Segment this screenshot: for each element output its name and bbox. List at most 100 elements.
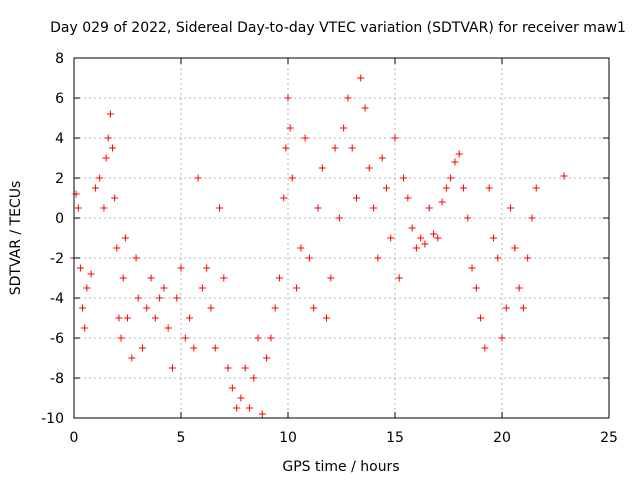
- y-tick-label: -4: [50, 291, 64, 307]
- data-point: [455, 150, 463, 158]
- data-point: [282, 144, 290, 152]
- data-point: [344, 94, 352, 102]
- x-tick-label: 0: [70, 430, 79, 446]
- data-point: [301, 134, 309, 142]
- data-point: [147, 274, 155, 282]
- data-point: [374, 254, 382, 262]
- data-point: [119, 274, 127, 282]
- data-point: [267, 334, 275, 342]
- data-point: [207, 304, 215, 312]
- data-point: [318, 164, 326, 172]
- data-point: [76, 264, 84, 272]
- y-tick-label: 2: [55, 171, 64, 187]
- data-point: [340, 124, 348, 132]
- data-point: [511, 244, 519, 252]
- data-point: [310, 304, 318, 312]
- data-point: [447, 174, 455, 182]
- y-tick-label: 6: [55, 91, 64, 107]
- data-point: [124, 314, 131, 322]
- data-point: [160, 284, 168, 292]
- data-point: [102, 154, 110, 162]
- data-point: [198, 284, 206, 292]
- x-tick-label: 10: [279, 430, 297, 446]
- data-point: [134, 294, 142, 302]
- x-axis-ticks: 0 5 10 15 20 25: [70, 58, 618, 446]
- data-point: [297, 244, 305, 252]
- data-point: [177, 264, 185, 272]
- data-point: [258, 410, 266, 418]
- data-point: [502, 304, 510, 312]
- data-point: [138, 344, 146, 352]
- data-point: [361, 104, 369, 112]
- data-point: [87, 270, 95, 278]
- data-point: [331, 144, 339, 152]
- y-tick-label: -2: [50, 251, 64, 267]
- data-point: [168, 364, 176, 372]
- data-point: [323, 314, 331, 322]
- y-tick-label: 8: [55, 51, 64, 67]
- data-point: [387, 234, 395, 242]
- data-point: [528, 214, 536, 222]
- data-point: [121, 234, 129, 242]
- data-point: [74, 204, 82, 212]
- y-tick-label: -8: [50, 371, 64, 387]
- data-point: [412, 244, 420, 252]
- data-point: [305, 254, 313, 262]
- data-point: [96, 174, 104, 182]
- x-tick-label: 15: [386, 430, 404, 446]
- data-point: [391, 134, 399, 142]
- data-point: [348, 144, 356, 152]
- data-point: [220, 274, 228, 282]
- data-point: [464, 214, 472, 222]
- data-point: [421, 240, 429, 248]
- data-point: [286, 124, 294, 132]
- data-point: [357, 74, 365, 82]
- data-point: [382, 184, 390, 192]
- data-point: [211, 344, 219, 352]
- data-point: [79, 304, 87, 312]
- data-point: [468, 264, 476, 272]
- data-point: [451, 158, 459, 166]
- data-point: [438, 198, 446, 206]
- data-point: [194, 174, 202, 182]
- data-point: [109, 144, 117, 152]
- data-point: [288, 174, 296, 182]
- data-point: [132, 254, 140, 262]
- data-point: [275, 274, 283, 282]
- y-tick-label: 0: [55, 211, 64, 227]
- data-point: [164, 324, 172, 332]
- data-point: [327, 274, 335, 282]
- data-point: [404, 194, 412, 202]
- data-point: [494, 254, 502, 262]
- data-point: [100, 204, 108, 212]
- data-point: [515, 284, 523, 292]
- data-point: [156, 294, 164, 302]
- data-point: [224, 364, 232, 372]
- data-point: [519, 304, 527, 312]
- data-point: [186, 314, 194, 322]
- data-point: [113, 244, 121, 252]
- data-point: [507, 204, 515, 212]
- data-point: [237, 394, 245, 402]
- data-point: [481, 344, 489, 352]
- data-point: [477, 314, 485, 322]
- data-point: [151, 314, 159, 322]
- data-point: [233, 404, 241, 412]
- y-tick-label: 4: [55, 131, 64, 147]
- data-point: [524, 254, 532, 262]
- data-point: [181, 334, 189, 342]
- data-point: [271, 304, 279, 312]
- data-point: [104, 134, 112, 142]
- data-point: [370, 204, 378, 212]
- data-point: [173, 294, 181, 302]
- data-point: [83, 284, 91, 292]
- data-point: [532, 184, 540, 192]
- data-point: [117, 334, 125, 342]
- data-points: [70, 74, 568, 418]
- chart-title: Day 029 of 2022, Sidereal Day-to-day VTE…: [50, 20, 626, 36]
- data-point: [472, 284, 480, 292]
- data-point: [352, 194, 360, 202]
- grid: [74, 58, 609, 418]
- y-tick-label: -10: [41, 411, 64, 427]
